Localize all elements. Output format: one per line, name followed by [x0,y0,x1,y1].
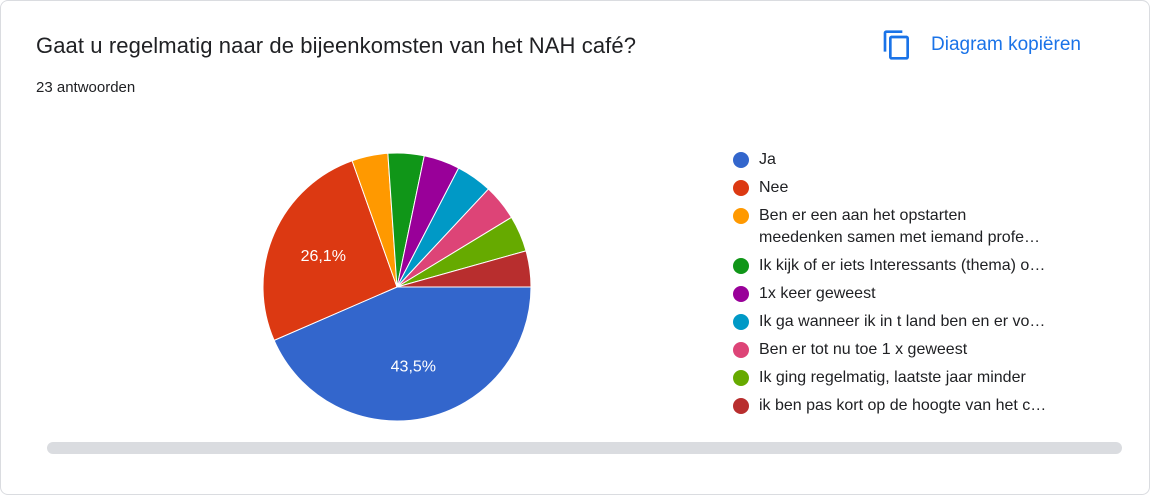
legend-label: Ben er een aan het opstarten [759,207,967,224]
legend-label: 1x keer geweest [759,285,876,302]
legend-swatch [733,180,749,196]
legend-item[interactable]: Ja [731,149,1101,171]
pie-slice-label: 43,5% [391,359,436,376]
pie-slice[interactable] [396,250,532,288]
legend-label: Ben er tot nu toe 1 x geweest [759,341,968,358]
legend-swatch [733,286,749,302]
legend-label: Ik ging regelmatig, laatste jaar minder [759,369,1026,386]
legend-label: ik ben pas kort op de hoogte van het c… [759,397,1047,414]
copy-chart-button[interactable]: Diagram kopiëren [881,27,1081,63]
legend-label: Ik kijk of er iets Interessants (thema) … [759,257,1046,274]
legend-swatch [733,152,749,168]
horizontal-scrollbar[interactable] [47,442,1122,454]
legend-swatch [733,208,749,224]
legend-item[interactable]: Ben er een aan het opstarten meedenken sa… [731,205,1101,249]
legend-item[interactable]: ik ben pas kort op de hoogte van het c… [731,395,1101,417]
legend-swatch [733,314,749,330]
legend-swatch [733,398,749,414]
legend-label: Ja [759,151,776,168]
legend-swatch [733,370,749,386]
copy-chart-label: Diagram kopiëren [931,34,1081,55]
response-count: 23 antwoorden [36,79,136,96]
legend-item[interactable]: Ben er tot nu toe 1 x geweest [731,339,1101,361]
chart-legend: Ja Nee Ben er een aan het opstarten meedenk… [731,149,1101,423]
question-title: Gaat u regelmatig naar de bijeenkomsten … [36,33,637,58]
pie-slice[interactable] [273,286,532,422]
legend-label: meedenken samen met iemand profe… [759,229,1041,246]
pie-slice-label: 26,1% [301,248,346,265]
pie-slice[interactable] [262,160,398,342]
legend-swatch [733,258,749,274]
legend-item[interactable]: Nee [731,177,1101,199]
legend-item[interactable]: Ik kijk of er iets Interessants (thema) … [731,255,1101,277]
legend-item[interactable]: 1x keer geweest [731,283,1101,305]
legend-label: Nee [759,179,789,196]
legend-item[interactable]: Ik ging regelmatig, laatste jaar minder [731,367,1101,389]
legend-item[interactable]: Ik ga wanneer ik in t land ben en er vo… [731,311,1101,333]
legend-label: Ik ga wanneer ik in t land ben en er vo… [759,313,1046,330]
copy-icon [883,30,909,60]
legend-swatch [733,342,749,358]
